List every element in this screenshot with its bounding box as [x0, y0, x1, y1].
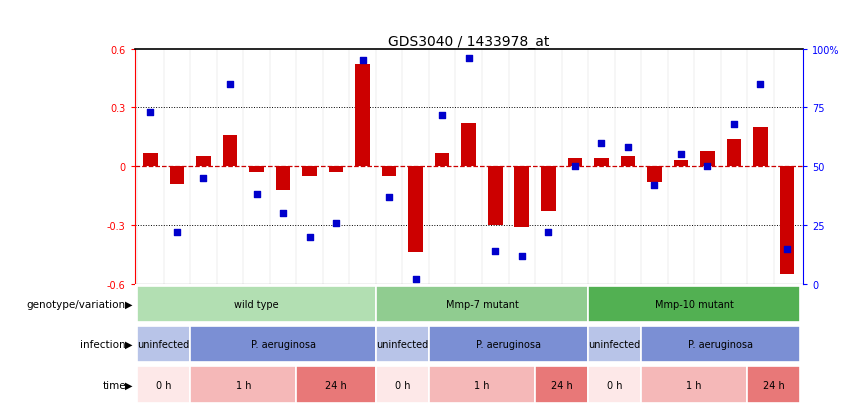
Point [674, 152, 687, 159]
Bar [376, 326, 429, 363]
Bar [190, 326, 376, 363]
Point [621, 145, 635, 152]
Bar [541, 167, 556, 212]
Title: GDS3040 / 1433978_at: GDS3040 / 1433978_at [388, 35, 549, 49]
Text: infection: infection [80, 339, 126, 349]
Point [303, 234, 317, 240]
Bar [137, 286, 376, 322]
Point [329, 220, 343, 226]
Text: ▶: ▶ [125, 299, 133, 309]
Bar [753, 128, 768, 167]
Bar [594, 159, 608, 167]
Bar [302, 167, 317, 177]
Point [568, 164, 582, 170]
Bar [429, 367, 535, 403]
Point [542, 229, 556, 236]
Text: uninfected: uninfected [138, 339, 190, 349]
Point [489, 248, 503, 254]
Text: Mmp-7 mutant: Mmp-7 mutant [445, 299, 518, 309]
Text: 0 h: 0 h [156, 380, 172, 389]
Bar [408, 167, 423, 253]
Point [356, 58, 370, 64]
Text: ▶: ▶ [125, 339, 133, 349]
Text: P. aeruginosa: P. aeruginosa [476, 339, 541, 349]
Bar [700, 151, 714, 167]
Point [648, 182, 661, 189]
Text: time: time [102, 380, 126, 389]
Bar [249, 167, 264, 173]
Point [727, 121, 741, 128]
Bar [376, 286, 589, 322]
Point [223, 81, 237, 88]
Bar [196, 157, 211, 167]
Text: wild type: wild type [234, 299, 279, 309]
Bar [535, 367, 589, 403]
Bar [296, 367, 376, 403]
Bar [382, 167, 397, 177]
Bar [223, 135, 237, 167]
Text: 24 h: 24 h [763, 380, 785, 389]
Text: P. aeruginosa: P. aeruginosa [688, 339, 753, 349]
Bar [589, 326, 641, 363]
Text: 1 h: 1 h [474, 380, 490, 389]
Text: 24 h: 24 h [326, 380, 347, 389]
Bar [488, 167, 503, 225]
Text: 1 h: 1 h [687, 380, 702, 389]
Bar [276, 167, 291, 190]
Point [435, 112, 449, 119]
Bar [137, 326, 190, 363]
Text: genotype/variation: genotype/variation [27, 299, 126, 309]
Bar [589, 286, 800, 322]
Point [780, 246, 794, 252]
Bar [435, 153, 450, 167]
Text: 1 h: 1 h [235, 380, 251, 389]
Bar [647, 167, 661, 183]
Point [250, 192, 264, 198]
Point [462, 56, 476, 62]
Text: uninfected: uninfected [377, 339, 429, 349]
Bar [137, 367, 190, 403]
Bar [515, 167, 529, 228]
Bar [747, 367, 800, 403]
Text: Mmp-10 mutant: Mmp-10 mutant [654, 299, 733, 309]
Bar [641, 326, 800, 363]
Point [700, 164, 714, 170]
Bar [376, 367, 429, 403]
Bar [568, 159, 582, 167]
Point [143, 109, 157, 116]
Text: uninfected: uninfected [589, 339, 641, 349]
Text: 0 h: 0 h [395, 380, 411, 389]
Bar [169, 167, 184, 185]
Bar [462, 124, 476, 167]
Point [753, 81, 767, 88]
Point [170, 229, 184, 236]
Point [196, 175, 210, 182]
Point [515, 253, 529, 259]
Bar [190, 367, 296, 403]
Text: ▶: ▶ [125, 380, 133, 389]
Bar [621, 157, 635, 167]
Bar [355, 65, 370, 167]
Bar [589, 367, 641, 403]
Bar [143, 153, 158, 167]
Text: 24 h: 24 h [550, 380, 572, 389]
Bar [641, 367, 747, 403]
Point [595, 140, 608, 147]
Point [276, 211, 290, 217]
Bar [779, 167, 794, 274]
Text: P. aeruginosa: P. aeruginosa [251, 339, 316, 349]
Bar [329, 167, 344, 173]
Bar [674, 161, 688, 167]
Bar [429, 326, 589, 363]
Point [409, 276, 423, 283]
Text: 0 h: 0 h [607, 380, 622, 389]
Bar [727, 140, 741, 167]
Point [382, 194, 396, 201]
